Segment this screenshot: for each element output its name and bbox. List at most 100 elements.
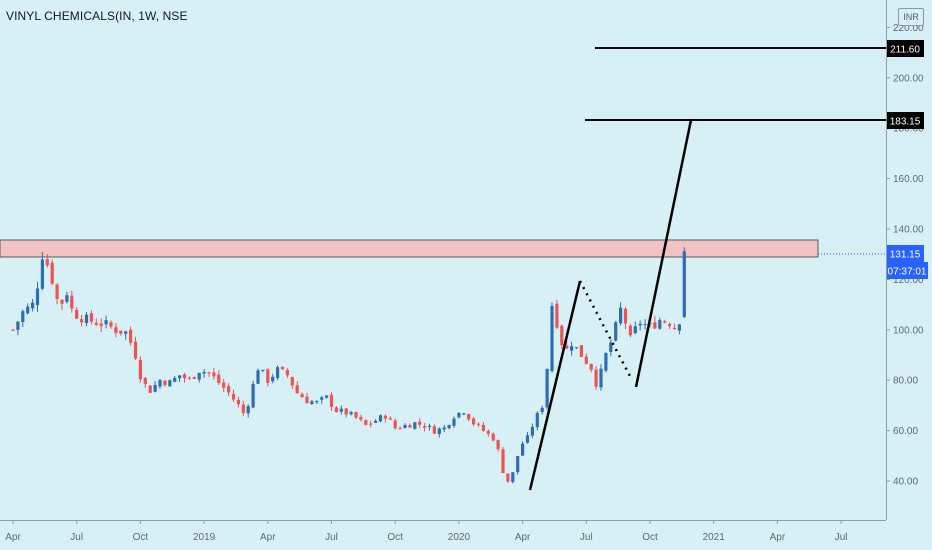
candle-body: [266, 369, 270, 383]
candle-body: [168, 380, 172, 387]
candle-body: [491, 433, 495, 441]
candle-body: [383, 415, 387, 419]
candle-body: [668, 324, 672, 327]
candle-body: [158, 380, 162, 387]
candle-body: [45, 259, 49, 266]
time-tick-label: Oct: [387, 532, 403, 543]
time-tick-label: Apr: [515, 532, 531, 543]
candle-body: [300, 394, 304, 398]
candle-body: [349, 412, 353, 415]
candle-body: [486, 431, 490, 434]
candle-body: [197, 372, 201, 380]
candle-body: [447, 425, 451, 429]
candle-body: [496, 440, 500, 450]
candle-body: [11, 329, 15, 331]
candle-body: [261, 369, 265, 371]
candle-body: [84, 314, 89, 324]
time-tick-label: Jul: [325, 532, 338, 543]
candle-body: [374, 420, 378, 423]
candle-body: [604, 353, 608, 371]
candle-body: [104, 320, 108, 325]
target-tag-2: 183.15: [887, 112, 924, 129]
candle-body: [530, 426, 534, 436]
candle-body: [187, 377, 191, 379]
candle-body: [452, 418, 456, 426]
candle-body: [462, 413, 466, 415]
candle-body: [60, 299, 64, 304]
time-tick-label: Oct: [133, 532, 149, 543]
candle-body: [217, 374, 221, 384]
candle-body: [99, 323, 103, 326]
price-tick-label: 80.00: [893, 376, 918, 387]
candle-body: [677, 324, 681, 331]
candle-body: [334, 407, 338, 413]
candle-body: [310, 401, 314, 404]
time-tick-label: 2020: [448, 532, 471, 543]
price-axis[interactable]: 40.00 60.00 80.00 100.00 120.00 140.00 160.00 1…: [886, 23, 924, 488]
currency-button[interactable]: INR: [898, 8, 924, 26]
resistance-zone[interactable]: [0, 239, 819, 258]
candle-body: [163, 380, 167, 386]
candle-body: [658, 320, 662, 329]
trendline-impulse-up[interactable]: [528, 280, 582, 491]
trendline-projection[interactable]: [634, 119, 693, 388]
target-tag-2-label: 183.15: [890, 117, 921, 128]
candle-body: [535, 412, 539, 428]
candle-body: [369, 423, 373, 425]
candle-body: [109, 322, 113, 327]
candle-body: [94, 322, 98, 325]
candle-body: [354, 412, 358, 418]
candle-body: [222, 382, 226, 388]
candle-body: [21, 311, 25, 323]
candle-body: [246, 406, 250, 414]
candle-body: [89, 313, 93, 322]
candle-body: [295, 385, 299, 394]
candle-body: [393, 420, 397, 429]
plot-area[interactable]: [0, 0, 886, 520]
candle-body: [545, 368, 549, 408]
candle-body: [325, 395, 329, 398]
candle-body: [26, 306, 30, 314]
candle-body: [207, 372, 211, 374]
candle-body: [153, 384, 157, 392]
candle-body: [413, 422, 417, 429]
candle-body: [182, 374, 187, 379]
candle-body: [192, 376, 196, 379]
candle-body: [423, 426, 427, 428]
candle-body: [320, 397, 324, 400]
candle-body: [344, 408, 348, 415]
candle-body: [227, 386, 231, 393]
candle-body: [364, 419, 368, 425]
candle-body: [643, 324, 647, 326]
candle-body: [574, 347, 579, 349]
candle-body: [40, 259, 44, 289]
candle-body: [682, 251, 686, 318]
time-tick-label: Apr: [770, 532, 786, 543]
candle-body: [506, 473, 510, 482]
candle-body: [628, 325, 632, 336]
candle-body: [540, 407, 544, 412]
candle-body: [467, 413, 471, 420]
candle-body: [555, 303, 559, 328]
candle-body: [594, 369, 598, 387]
candle-body: [231, 393, 236, 400]
candle-body: [251, 383, 255, 408]
candle-body: [550, 305, 554, 372]
time-tick-label: 2019: [193, 532, 216, 543]
time-axis[interactable]: Apr Jul Oct 2019 Apr Jul Oct 2020 Apr Jul Oct 2021 A…: [5, 520, 847, 543]
price-tick-label: 160.00: [893, 174, 924, 185]
candle-body: [70, 295, 74, 309]
time-tick-label: Jul: [70, 532, 83, 543]
last-price-tag-label: 131.15: [890, 250, 921, 261]
candle-body: [114, 327, 118, 333]
candles-layer: [11, 247, 686, 484]
price-tick-label: 200.00: [893, 73, 924, 84]
candle-body: [565, 345, 569, 349]
candle-body: [481, 424, 485, 431]
candle-body: [138, 359, 142, 380]
price-tick-label: 100.00: [893, 325, 924, 336]
candle-body: [129, 329, 133, 343]
time-tick-label: Oct: [642, 532, 658, 543]
candle-body: [75, 309, 79, 319]
